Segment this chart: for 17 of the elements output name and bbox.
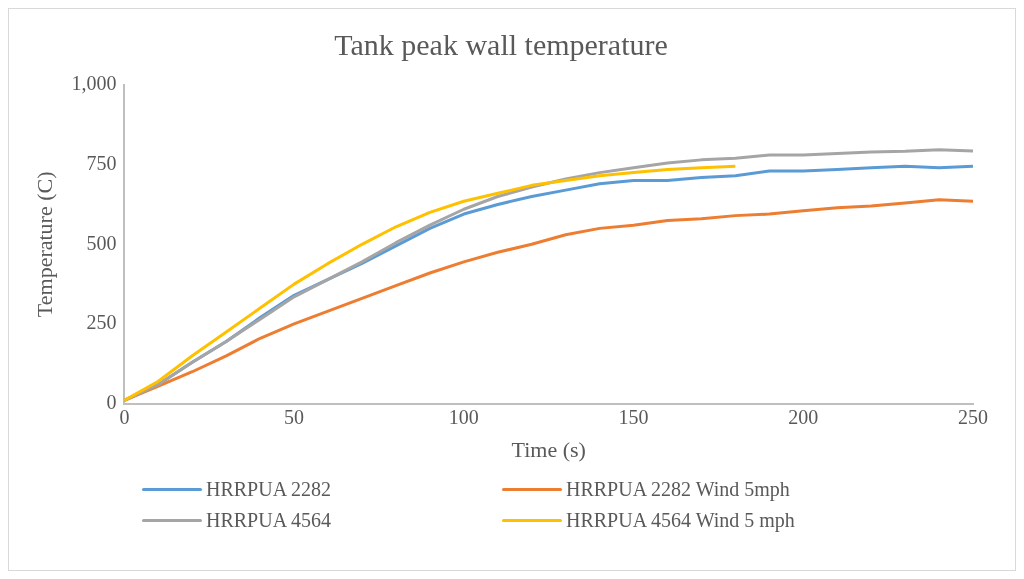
- x-tick-label: 250: [958, 405, 988, 428]
- legend-label: HRRPUA 4564 Wind 5 mph: [566, 509, 795, 532]
- x-tick-label: 200: [788, 405, 819, 428]
- y-tick-label: 250: [86, 311, 117, 334]
- legend-label: HRRPUA 2282 Wind 5mph: [566, 478, 790, 501]
- legend-label: HRRPUA 4564: [206, 509, 332, 532]
- chart-title: Tank peak wall temperature: [334, 27, 668, 61]
- y-tick-label: 750: [86, 151, 117, 174]
- y-axis-title: Temperature (C): [31, 171, 57, 318]
- legend-label: HRRPUA 2282: [206, 478, 332, 501]
- x-tick-label: 100: [448, 405, 479, 428]
- y-tick-label: 0: [106, 390, 117, 413]
- x-tick-label: 150: [618, 405, 649, 428]
- x-tick-label: 50: [284, 405, 305, 428]
- y-tick-label: 1,000: [71, 72, 117, 95]
- y-tick-label: 500: [86, 231, 117, 254]
- x-axis-title: Time (s): [511, 436, 586, 462]
